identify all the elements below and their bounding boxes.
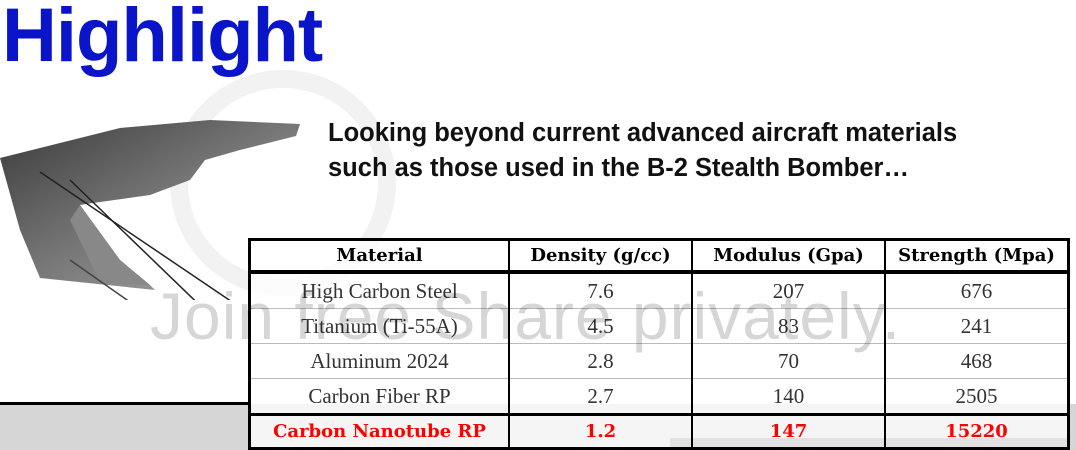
slide-subtitle: Looking beyond current advanced aircraft… bbox=[328, 116, 957, 186]
cell: Aluminum 2024 bbox=[248, 343, 509, 379]
cell: 4.5 bbox=[508, 308, 692, 344]
header-strength: Strength (Mpa) bbox=[884, 239, 1069, 274]
subtitle-line: such as those used in the B-2 Stealth Bo… bbox=[328, 154, 909, 182]
slide-title: Highlight bbox=[2, 0, 323, 78]
cell: 1.2 bbox=[508, 413, 692, 449]
cell: 2505 bbox=[884, 378, 1069, 415]
cell: 207 bbox=[691, 271, 885, 309]
cell: High Carbon Steel bbox=[248, 271, 509, 309]
cell: Carbon Nanotube RP bbox=[248, 413, 509, 449]
table-header: Material Density (g/cc) Modulus (Gpa) St… bbox=[248, 239, 1069, 274]
cell: 2.7 bbox=[508, 378, 692, 415]
header-density: Density (g/cc) bbox=[508, 239, 692, 274]
cell: 83 bbox=[691, 308, 885, 344]
subtitle-line: Looking beyond current advanced aircraft… bbox=[328, 119, 958, 147]
table-row: Aluminum 2024 2.8 70 468 bbox=[248, 343, 1069, 379]
materials-table: Material Density (g/cc) Modulus (Gpa) St… bbox=[248, 238, 1070, 450]
highlight-row: Carbon Nanotube RP 1.2 147 15220 bbox=[248, 413, 1069, 449]
header-modulus: Modulus (Gpa) bbox=[691, 239, 885, 274]
cell: Carbon Fiber RP bbox=[248, 378, 509, 415]
table-row: Titanium (Ti-55A) 4.5 83 241 bbox=[248, 308, 1069, 344]
cell: 468 bbox=[884, 343, 1069, 379]
divider bbox=[0, 402, 250, 405]
b2-bomber-image bbox=[0, 120, 300, 300]
header-material: Material bbox=[248, 239, 509, 274]
cell: 676 bbox=[884, 271, 1069, 309]
cell: 241 bbox=[884, 308, 1069, 344]
cell: 147 bbox=[691, 413, 885, 449]
cell: 15220 bbox=[884, 413, 1069, 449]
cell: 140 bbox=[691, 378, 885, 415]
cell: Titanium (Ti-55A) bbox=[248, 308, 509, 344]
cell: 70 bbox=[691, 343, 885, 379]
table-row: Carbon Fiber RP 2.7 140 2505 bbox=[248, 378, 1069, 415]
cell: 2.8 bbox=[508, 343, 692, 379]
cell: 7.6 bbox=[508, 271, 692, 309]
table-row: High Carbon Steel 7.6 207 676 bbox=[248, 271, 1069, 309]
